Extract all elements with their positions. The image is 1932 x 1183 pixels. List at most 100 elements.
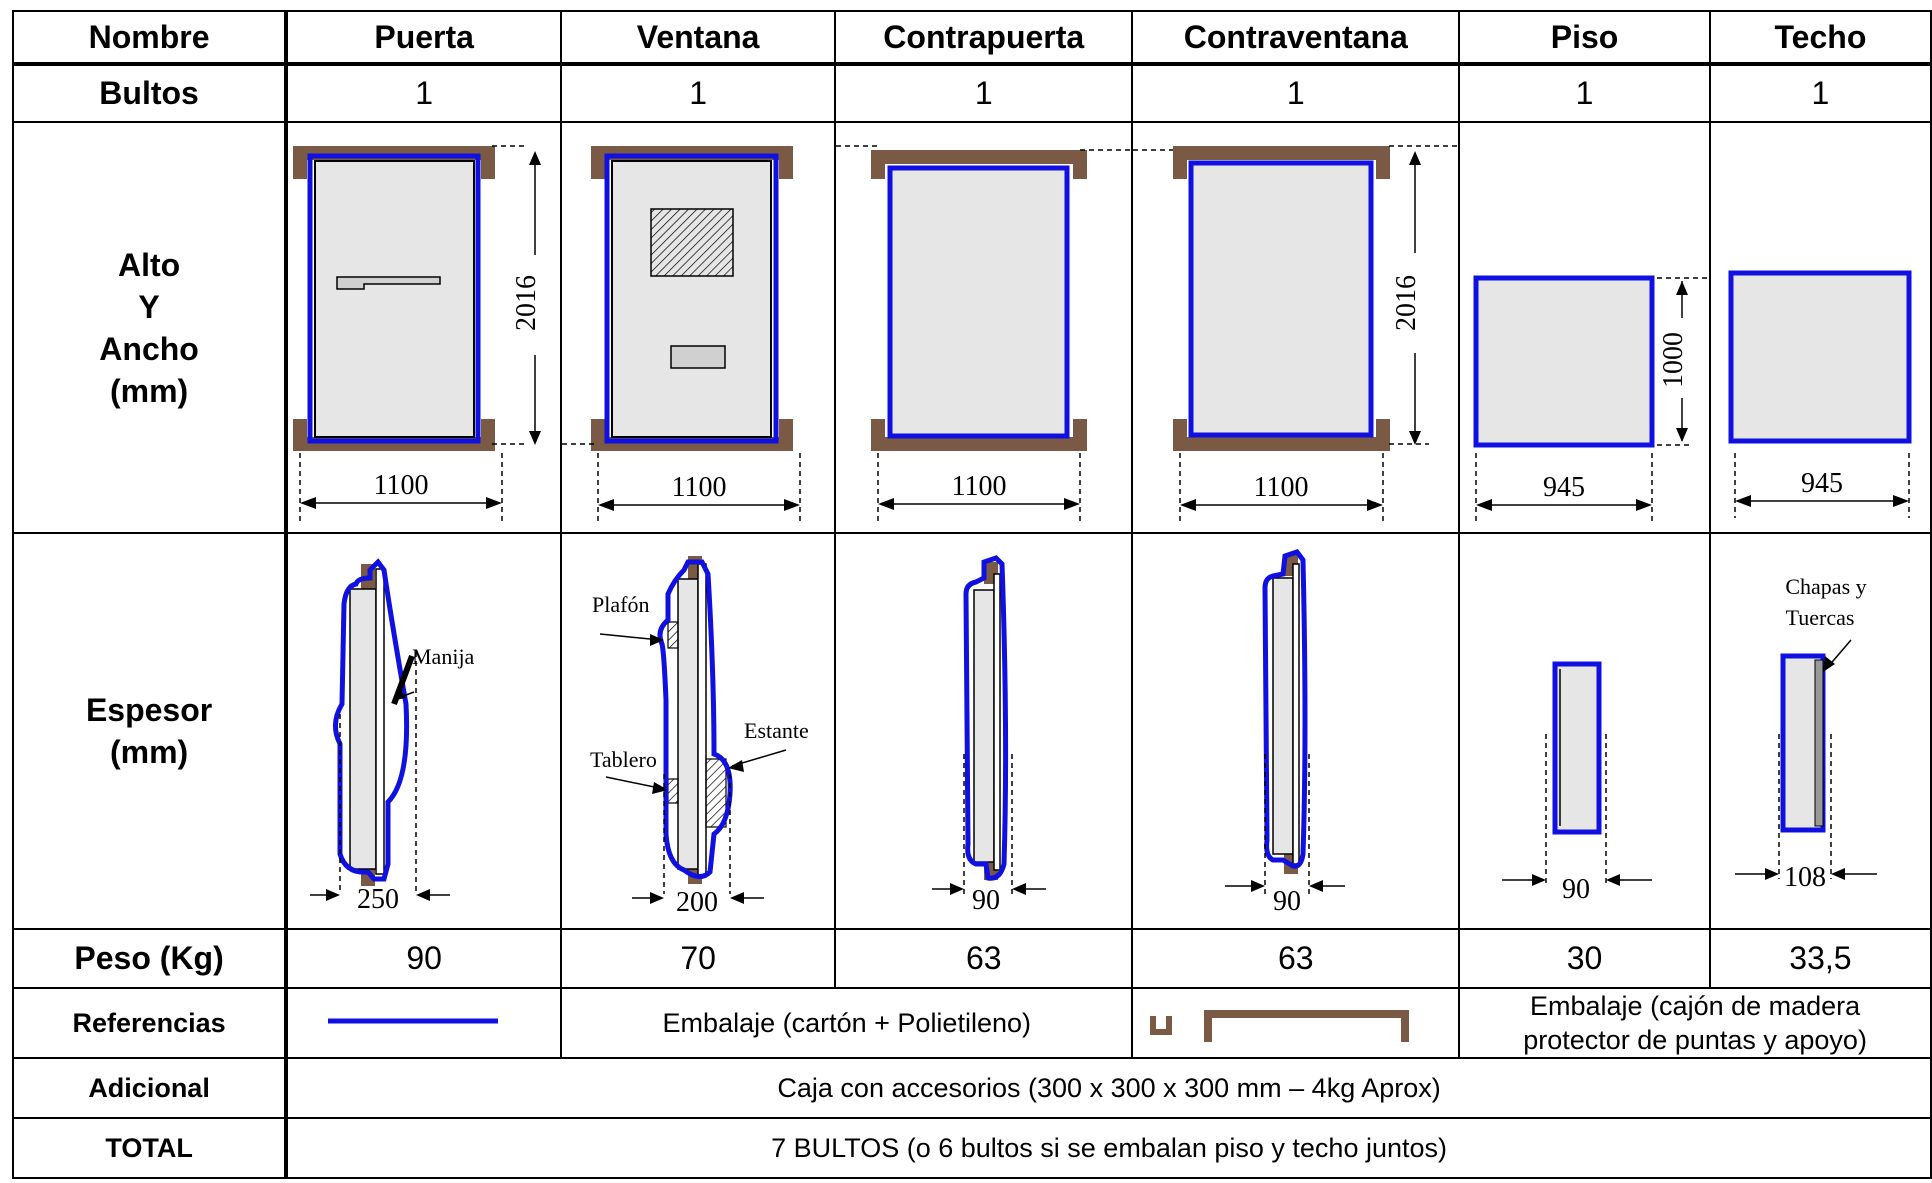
carton-wrap-shape: [333, 558, 410, 882]
manija-shape: [391, 654, 415, 706]
puerta-side-drawing: Manija 250: [310, 558, 475, 915]
espesor-techo: Chapas y Tuercas 108: [1708, 532, 1932, 930]
panel-shape: [349, 588, 377, 870]
panel-shape: [1473, 275, 1655, 448]
bultos-value: 1: [1708, 63, 1932, 123]
height-label: 1000: [1658, 332, 1689, 388]
y-label-line: Y: [138, 288, 160, 325]
madera-protector-icon: [871, 419, 1088, 451]
espesor-contrapuerta: 90: [834, 532, 1134, 930]
header-puerta: Puerta: [285, 10, 563, 66]
tablero-annotation: Tablero: [590, 747, 657, 772]
header-row-label: Nombre: [11, 10, 289, 66]
estante-shape: [705, 758, 727, 828]
bultos-value: 1: [834, 63, 1134, 123]
plafon-shape: [650, 208, 734, 277]
carton-wrap-shape: [307, 153, 481, 444]
carton-line-icon: [328, 1018, 499, 1024]
espesor-label: Espesor (mm): [11, 532, 289, 930]
header-row: Nombre Puerta Ventana Contrapuerta Contr…: [11, 10, 1932, 66]
piso-front-drawing: 1000 945: [1473, 275, 1708, 523]
madera-protector-icon: [591, 146, 794, 179]
plafon-shape: [667, 621, 679, 649]
panel-shape: [973, 589, 995, 863]
madera-protector-icon: [591, 419, 794, 451]
madera-protector-icon: [871, 150, 1088, 179]
peso-label: Peso (Kg): [11, 928, 289, 989]
thickness-label: 108: [1784, 862, 1826, 893]
packaging-table: Nombre Puerta Ventana Contrapuerta Contr…: [11, 10, 1932, 1179]
alto-ancho-piso: 1000 945: [1458, 121, 1711, 534]
total-label: TOTAL: [11, 1117, 289, 1179]
alto-ancho-contraventana: 2016 1100: [1131, 121, 1461, 534]
alto-ancho-contrapuerta: 1100: [834, 121, 1134, 534]
thickness-label: 250: [357, 884, 399, 915]
panel-shape: [611, 160, 773, 438]
panel-shape: [1188, 160, 1374, 438]
panel-shape: [1552, 661, 1602, 835]
adicional-text: Caja con accesorios (300 x 300 x 300 mm …: [285, 1057, 1932, 1119]
puerta-front-drawing: 2016 1100: [293, 145, 549, 523]
peso-value: 63: [834, 928, 1134, 989]
alto-ancho-row: Alto Y Ancho (mm) 20: [11, 121, 1932, 534]
bultos-value: 1: [285, 63, 563, 123]
alto-ancho-puerta: 2016 1100: [285, 121, 563, 534]
header-contrapuerta: Contrapuerta: [834, 10, 1134, 66]
carton-wrap-shape: [963, 555, 1009, 881]
carton-legend-cell: [285, 987, 563, 1059]
carton-wrap-shape: [657, 559, 733, 879]
peso-value: 33,5: [1708, 928, 1932, 989]
bultos-value: 1: [560, 63, 837, 123]
width-label: 1100: [374, 470, 429, 501]
plafon-annotation: Plafón: [592, 592, 649, 617]
madera-protector-icon: [1173, 146, 1391, 179]
width-label: 945: [1801, 468, 1843, 499]
panel-shape: [1728, 270, 1912, 444]
total-row: TOTAL 7 BULTOS (o 6 bultos si se embalan…: [11, 1117, 1932, 1179]
alto-ancho-label: Alto Y Ancho (mm): [11, 121, 289, 534]
techo-front-drawing: 945: [1728, 270, 1912, 518]
thickness-label: 90: [1562, 874, 1590, 905]
referencias-label: Referencias: [11, 987, 289, 1059]
referencias-row: Referencias Embalaje (cartón + Polietile…: [11, 987, 1932, 1059]
ventana-side-drawing: Plafón Tablero Estante 200: [590, 556, 809, 918]
tuercas-annotation: Tuercas: [1785, 605, 1854, 630]
handle-icon: [336, 276, 441, 290]
tablero-shape: [670, 345, 726, 369]
madera-legend-cell: [1131, 987, 1461, 1059]
header-ventana: Ventana: [560, 10, 837, 66]
alto-ancho-techo: 945: [1708, 121, 1932, 534]
total-text: 7 BULTOS (o 6 bultos si se embalan piso …: [285, 1117, 1932, 1179]
width-label: 1100: [672, 472, 727, 503]
ancho-label-line: Ancho: [99, 330, 199, 367]
ventana-front-drawing: 1100: [563, 146, 801, 523]
tablero-shape: [667, 778, 679, 804]
espesor-ventana: Plafón Tablero Estante 200: [560, 532, 837, 930]
piso-side-drawing: 90: [1502, 661, 1653, 905]
thickness-label: 90: [972, 885, 1000, 916]
carton-wrap-shape: [604, 153, 779, 444]
adicional-row: Adicional Caja con accesorios (300 x 300…: [11, 1057, 1932, 1119]
madera-legend-line1: Embalaje (cajón de madera: [1530, 991, 1861, 1021]
espesor-piso: 90: [1458, 532, 1711, 930]
carton-wrap-shape: [1262, 549, 1308, 869]
panel-shape: [1272, 577, 1295, 855]
thickness-label: 90: [1273, 886, 1301, 917]
espesor-contraventana: 90: [1131, 532, 1461, 930]
chapas-annotation: Chapas y: [1785, 574, 1866, 599]
madera-protector-icon: [1150, 1010, 1410, 1042]
madera-legend-line2: protector de puntas y apoyo): [1523, 1025, 1867, 1055]
peso-value: 70: [560, 928, 837, 989]
madera-legend-text: Embalaje (cajón de madera protector de p…: [1458, 987, 1932, 1059]
header-contraventana: Contraventana: [1131, 10, 1461, 66]
height-label: 2016: [511, 275, 542, 331]
mm-label-line: (mm): [109, 372, 189, 409]
panel-shape: [887, 165, 1070, 439]
panel-shape: [314, 160, 476, 438]
panel-shape: [677, 578, 699, 870]
adicional-label: Adicional: [11, 1057, 289, 1119]
bultos-value: 1: [1458, 63, 1711, 123]
header-techo: Techo: [1708, 10, 1932, 66]
techo-side-drawing: Chapas y Tuercas 108: [1734, 574, 1877, 893]
